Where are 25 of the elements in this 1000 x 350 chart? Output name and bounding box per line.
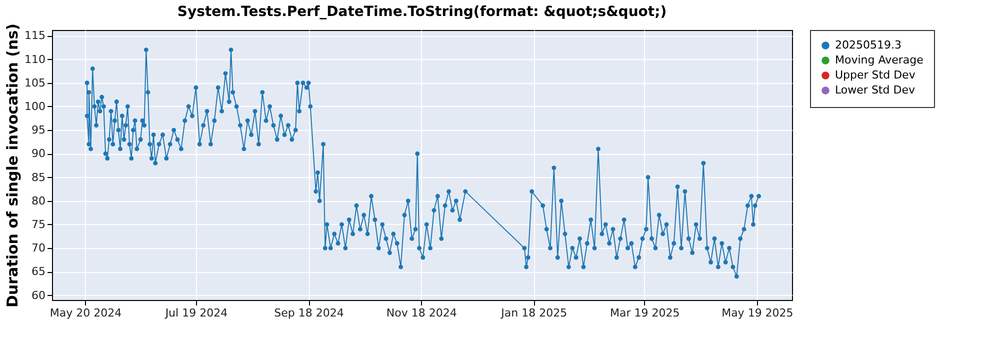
y-tick-label: 80 xyxy=(32,194,46,208)
legend-label: 20250519.3 xyxy=(835,38,902,52)
y-tick-label: 105 xyxy=(24,76,46,90)
chart-title: System.Tests.Perf_DateTime.ToString(format: &quot;s&quot;) xyxy=(177,4,667,20)
x-tick-label: May 19 2025 xyxy=(722,306,794,320)
x-tick-label: Jul 19 2024 xyxy=(164,306,228,320)
y-tick-label: 95 xyxy=(32,124,46,137)
y-tick-label: 60 xyxy=(32,288,46,302)
x-tick-label: Jan 18 2025 xyxy=(500,306,568,320)
x-tick-label: Nov 18 2024 xyxy=(386,306,457,320)
x-tick-label: Mar 19 2025 xyxy=(610,306,680,320)
legend-label: Upper Std Dev xyxy=(835,68,916,82)
legend-label: Lower Std Dev xyxy=(835,84,916,96)
y-tick-label: 115 xyxy=(24,29,46,42)
y-axis-title: Duration of single invocation (ns) xyxy=(4,24,22,308)
x-tick-label: May 20 2024 xyxy=(50,306,122,320)
y-tick-label: 75 xyxy=(32,218,46,231)
y-tick-label: 70 xyxy=(32,242,46,255)
y-tick-label: 100 xyxy=(24,100,46,113)
y-tick-label: 90 xyxy=(32,147,46,160)
legend-label: Moving Average xyxy=(835,54,924,66)
y-tick-label: 85 xyxy=(32,170,46,184)
y-tick-label: 65 xyxy=(32,265,46,278)
x-tick-label: Sep 18 2024 xyxy=(274,306,344,320)
y-tick-label: 110 xyxy=(24,52,46,66)
